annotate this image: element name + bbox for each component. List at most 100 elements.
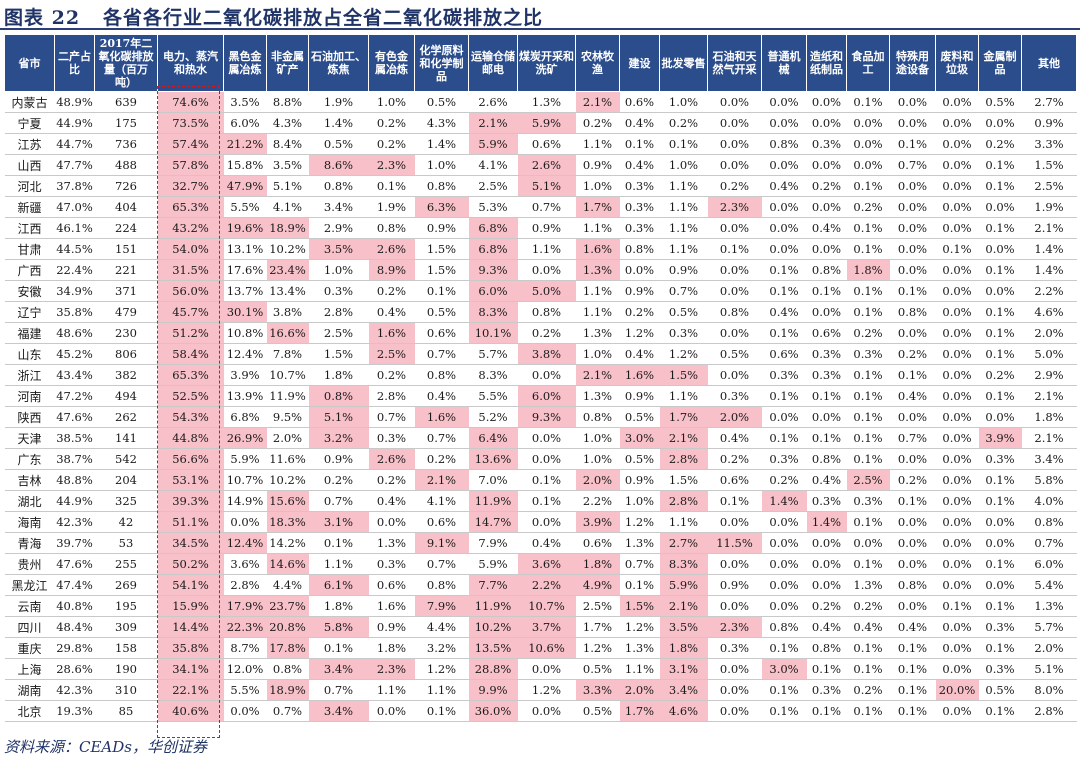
value-cell: 3.4% xyxy=(308,658,369,680)
value-cell: 0.3% xyxy=(619,175,660,197)
value-cell: 12.4% xyxy=(223,532,267,554)
value-cell: 14.6% xyxy=(266,553,309,575)
value-cell: 158 xyxy=(94,637,158,659)
value-cell: 404 xyxy=(94,196,158,218)
value-cell: 1.6% xyxy=(575,238,620,260)
value-cell: 0.0% xyxy=(935,511,979,533)
value-cell: 0.2% xyxy=(707,175,762,197)
value-cell: 5.9% xyxy=(517,112,576,134)
value-cell: 0.4% xyxy=(368,490,415,512)
value-cell: 34.5% xyxy=(157,532,224,554)
value-cell: 0.0% xyxy=(935,133,979,155)
value-cell: 0.8% xyxy=(761,133,807,155)
value-cell: 0.1% xyxy=(846,700,890,722)
value-cell: 6.8% xyxy=(468,217,518,239)
value-cell: 0.1% xyxy=(659,133,708,155)
value-cell: 1.1% xyxy=(414,679,469,701)
value-cell: 2.8% xyxy=(368,385,415,407)
value-cell: 3.6% xyxy=(223,553,267,575)
value-cell: 2.8% xyxy=(1021,700,1077,722)
value-cell: 0.1% xyxy=(889,700,936,722)
value-cell: 0.4% xyxy=(707,427,762,449)
value-cell: 2.9% xyxy=(308,217,369,239)
value-cell: 1.2% xyxy=(619,322,660,344)
value-cell: 38.5% xyxy=(54,427,95,449)
value-cell: 0.0% xyxy=(935,343,979,365)
value-cell: 3.0% xyxy=(761,658,807,680)
value-cell: 3.8% xyxy=(266,301,309,323)
value-cell: 1.4% xyxy=(806,511,847,533)
value-cell: 0.0% xyxy=(889,553,936,575)
value-cell: 5.7% xyxy=(468,343,518,365)
value-cell: 0.0% xyxy=(707,553,762,575)
value-cell: 38.7% xyxy=(54,448,95,470)
value-cell: 46.1% xyxy=(54,217,95,239)
value-cell: 4.0% xyxy=(1021,490,1077,512)
value-cell: 0.0% xyxy=(761,406,807,428)
value-cell: 2.0% xyxy=(707,406,762,428)
column-header: 普通机械 xyxy=(761,34,807,92)
value-cell: 0.1% xyxy=(935,595,979,617)
value-cell: 2.1% xyxy=(1021,385,1077,407)
province-cell: 宁夏 xyxy=(4,112,55,134)
table-row: 浙江 43.4% 382 65.3% 3.9% 10.7% 1.8% 0.2% 0.8% 8.3%… xyxy=(4,364,1077,386)
value-cell: 0.3% xyxy=(806,364,847,386)
value-cell: 3.2% xyxy=(414,637,469,659)
value-cell: 0.0% xyxy=(517,700,576,722)
value-cell: 54.1% xyxy=(157,574,224,596)
value-cell: 0.7% xyxy=(619,553,660,575)
column-header: 废料和垃圾 xyxy=(935,34,979,92)
value-cell: 1.2% xyxy=(619,511,660,533)
value-cell: 0.1% xyxy=(619,574,660,596)
value-cell: 2.0% xyxy=(575,469,620,491)
value-cell: 0.0% xyxy=(935,196,979,218)
value-cell: 1.2% xyxy=(619,616,660,638)
value-cell: 0.1% xyxy=(761,679,807,701)
value-cell: 10.2% xyxy=(266,469,309,491)
column-header: 省市 xyxy=(4,34,55,92)
province-cell: 北京 xyxy=(4,700,55,722)
value-cell: 3.1% xyxy=(659,658,708,680)
value-cell: 0.3% xyxy=(368,553,415,575)
value-cell: 1.0% xyxy=(575,175,620,197)
column-header: 金属制品 xyxy=(978,34,1022,92)
value-cell: 1.1% xyxy=(619,658,660,680)
value-cell: 2.0% xyxy=(619,679,660,701)
table-row: 辽宁 35.8% 479 45.7% 30.1% 3.8% 2.8% 0.4% 0.5% 8.3%… xyxy=(4,301,1077,323)
province-cell: 吉林 xyxy=(4,469,55,491)
value-cell: 0.0% xyxy=(517,658,576,680)
value-cell: 0.0% xyxy=(935,175,979,197)
value-cell: 0.1% xyxy=(889,364,936,386)
value-cell: 1.0% xyxy=(659,91,708,113)
value-cell: 0.4% xyxy=(619,343,660,365)
header-row: 省市 二产占比 2017年二氧化碳排放量（百万吨） 电力、蒸汽和热水 黑色金属冶炼 非金属… xyxy=(4,34,1077,92)
value-cell: 36.0% xyxy=(468,700,518,722)
value-cell: 0.6% xyxy=(806,322,847,344)
value-cell: 0.1% xyxy=(707,490,762,512)
value-cell: 1.1% xyxy=(575,301,620,323)
column-header: 煤炭开采和洗矿 xyxy=(517,34,576,92)
value-cell: 31.5% xyxy=(157,259,224,281)
value-cell: 0.0% xyxy=(517,427,576,449)
value-cell: 0.8% xyxy=(1021,511,1077,533)
value-cell: 4.6% xyxy=(1021,301,1077,323)
value-cell: 0.3% xyxy=(806,679,847,701)
value-cell: 0.1% xyxy=(978,217,1022,239)
value-cell: 0.8% xyxy=(619,238,660,260)
value-cell: 0.1% xyxy=(846,511,890,533)
value-cell: 23.7% xyxy=(266,595,309,617)
value-cell: 13.1% xyxy=(223,238,267,260)
value-cell: 0.0% xyxy=(889,217,936,239)
value-cell: 1.7% xyxy=(575,196,620,218)
value-cell: 0.0% xyxy=(935,280,979,302)
value-cell: 19.6% xyxy=(223,217,267,239)
value-cell: 85 xyxy=(94,700,158,722)
value-cell: 34.9% xyxy=(54,280,95,302)
value-cell: 5.0% xyxy=(1021,343,1077,365)
value-cell: 494 xyxy=(94,385,158,407)
value-cell: 3.5% xyxy=(308,238,369,260)
province-cell: 甘肃 xyxy=(4,238,55,260)
value-cell: 0.0% xyxy=(935,406,979,428)
value-cell: 0.1% xyxy=(368,175,415,197)
value-cell: 0.4% xyxy=(806,217,847,239)
